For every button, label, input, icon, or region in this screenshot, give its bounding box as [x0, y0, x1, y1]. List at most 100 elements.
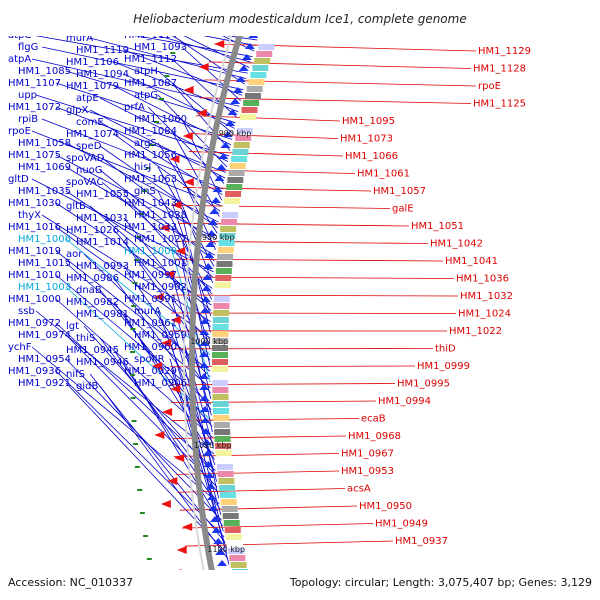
forward-connector — [181, 286, 213, 433]
reverse-gene-label: HM1_0994 — [378, 396, 431, 407]
forward-gene-arrow — [208, 505, 219, 511]
forward-gene-arrow — [213, 538, 224, 544]
forward-connector — [55, 82, 233, 140]
reverse-gene-label: HM1_1041 — [445, 256, 498, 267]
forward-gene-arrow — [222, 131, 233, 137]
forward-connector — [65, 334, 218, 488]
gene-tick — [134, 259, 140, 261]
feature-block — [218, 240, 235, 246]
forward-gene-arrow — [206, 230, 217, 236]
forward-gene-arrow — [199, 340, 210, 346]
reverse-gene-label: HM1_1042 — [430, 239, 483, 250]
forward-gene-label: spoIIR — [134, 354, 165, 365]
forward-gene-arrow — [199, 373, 210, 379]
feature-block — [212, 352, 229, 358]
feature-block — [213, 415, 230, 421]
forward-connector — [171, 154, 216, 250]
forward-gene-arrow — [201, 439, 212, 445]
gene-tick — [170, 52, 176, 54]
gene-tick — [146, 558, 152, 560]
forward-gene-arrow — [199, 406, 210, 412]
forward-gene-arrow — [207, 219, 218, 225]
forward-connector — [89, 109, 226, 179]
forward-gene-label: HM1_1014 — [76, 237, 129, 248]
forward-connector — [41, 214, 211, 322]
forward-gene-label: thyX — [18, 210, 41, 221]
forward-connector — [113, 85, 232, 146]
forward-gene-arrow — [214, 175, 225, 181]
forward-gene-label: HM1_1033 — [124, 222, 177, 233]
gene-tick — [138, 213, 144, 215]
forward-connector — [31, 34, 248, 74]
forward-gene-arrow — [212, 186, 223, 192]
forward-gene-label: atpA — [8, 54, 31, 65]
gene-tick — [130, 351, 136, 353]
reverse-gene-arrow — [176, 546, 187, 554]
forward-gene-arrow — [216, 164, 227, 170]
forward-gene-label: HM1_1026 — [66, 225, 119, 236]
reverse-gene-arrow — [170, 316, 181, 324]
forward-gene-label: HM1_1000 — [8, 294, 61, 305]
feature-block — [217, 254, 234, 260]
forward-connector — [65, 382, 228, 554]
reverse-gene-arrow — [161, 339, 172, 347]
feature-block — [217, 247, 234, 253]
feature-block — [213, 296, 230, 302]
feature-block — [212, 380, 229, 386]
gene-tick — [139, 512, 145, 514]
gene-tick — [145, 167, 151, 169]
reverse-gene-label: HM1_1051 — [411, 221, 464, 232]
reverse-gene-arrow — [152, 362, 163, 370]
forward-gene-label: HM1_1107 — [8, 78, 61, 89]
forward-connector — [99, 97, 229, 162]
forward-gene-label: atpG — [134, 90, 158, 101]
feature-block — [212, 373, 229, 379]
forward-connector — [181, 334, 220, 499]
forward-connector — [157, 70, 234, 135]
forward-gene-arrow — [199, 318, 210, 324]
forward-gene-arrow — [201, 285, 212, 291]
gene-tick — [149, 144, 155, 146]
forward-gene-label: HM1_1027 — [134, 234, 187, 245]
forward-gene-arrow — [199, 329, 210, 335]
forward-gene-label: HM1_1079 — [66, 81, 119, 92]
feature-block — [213, 310, 230, 316]
scale-tick-label: 950 kbp — [202, 233, 235, 242]
forward-connector — [65, 358, 222, 521]
forward-gene-label: HM1_0991 — [124, 294, 177, 305]
forward-gene-label: HM1_1001 — [134, 258, 187, 269]
reverse-gene-arrow — [162, 408, 173, 416]
backbone-arc — [189, 0, 255, 600]
forward-gene-label: HM1_1094 — [76, 69, 129, 80]
forward-gene-label: HM1_1016 — [8, 222, 61, 233]
forward-gene-arrow — [199, 384, 210, 390]
feature-block — [229, 163, 246, 169]
forward-gene-label: HM1_0981 — [76, 309, 129, 320]
forward-gene-arrow — [211, 527, 222, 533]
forward-gene-arrow — [199, 351, 210, 357]
forward-gene-label: argS — [134, 138, 157, 149]
gene-tick — [143, 535, 149, 537]
forward-gene-label: HM1_0986 — [66, 273, 119, 284]
forward-gene-label: HM1_1074 — [66, 129, 119, 140]
forward-gene-label: HM1_1015 — [18, 258, 71, 269]
reverse-gene-label: HM1_0937 — [395, 536, 448, 547]
gene-tick — [154, 121, 160, 123]
reverse-connector — [177, 488, 346, 493]
genome-summary-text: Topology: circular; Length: 3,075,407 bp… — [289, 576, 592, 589]
feature-block — [243, 100, 260, 106]
map-title: Heliobacterium modesticaldum Ice1, compl… — [133, 12, 466, 26]
forward-gene-arrow — [210, 197, 221, 203]
forward-gene-label: thiS — [76, 333, 95, 344]
forward-gene-label: hisJ — [134, 162, 151, 173]
forward-gene-label: HM1_1106 — [66, 57, 119, 68]
forward-connector — [157, 94, 228, 168]
forward-connector — [123, 313, 215, 460]
feature-block — [220, 226, 237, 232]
feature-block — [212, 317, 229, 323]
feature-block — [252, 65, 269, 71]
forward-gene-arrow — [204, 472, 215, 478]
forward-connector — [55, 322, 216, 471]
feature-block — [248, 79, 265, 85]
reverse-connector — [171, 294, 459, 297]
